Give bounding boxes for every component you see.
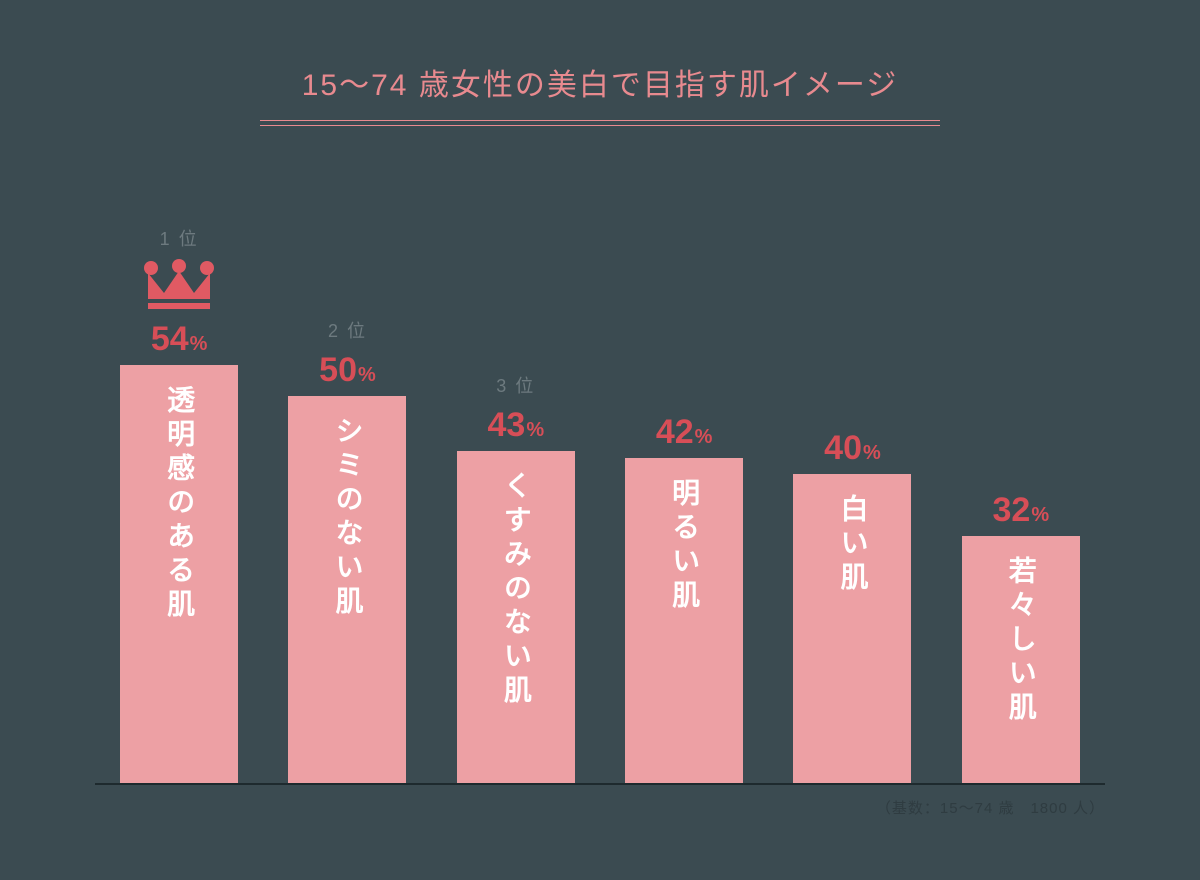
- bar-column: 2 位 50% シミのない肌: [288, 317, 406, 785]
- bar-value: 43%: [488, 406, 545, 445]
- bar-column: 1 位 54% 透明感のある肌: [120, 225, 238, 785]
- bar-value: 40%: [824, 429, 881, 468]
- bar-chart: 1 位 54% 透明感のある肌 2 位 50% シミのない肌 3 位 43% くすみのない肌 4…: [95, 180, 1105, 785]
- bar-rect: 透明感のある肌: [120, 365, 238, 785]
- bar-value: 32%: [992, 491, 1049, 530]
- crown-icon: [142, 259, 216, 309]
- bar-label: 明るい肌: [664, 478, 704, 614]
- bar-rect: 明るい肌: [625, 458, 743, 785]
- bar-label: 透明感のある肌: [159, 385, 199, 623]
- x-axis-baseline: [95, 783, 1105, 785]
- bar-value: 54%: [151, 320, 208, 359]
- bar-rank: 3 位: [496, 372, 535, 398]
- chart-title-block: 15〜74 歳女性の美白で目指す肌イメージ: [0, 60, 1200, 126]
- bar-rect: くすみのない肌: [457, 451, 575, 785]
- bar-rank: 2 位: [328, 317, 367, 343]
- bar-rect: シミのない肌: [288, 396, 406, 785]
- chart-footnote: （基数：15〜74 歳 1800 人）: [876, 797, 1105, 818]
- bar-value: 42%: [656, 413, 713, 452]
- bar-rect: 若々しい肌: [962, 536, 1080, 785]
- bar-label: 白い肌: [832, 494, 872, 596]
- bar-label: くすみのない肌: [496, 471, 536, 709]
- bar-column: 40% 白い肌: [793, 429, 911, 785]
- crown-wrap: [142, 259, 216, 314]
- title-underline: [260, 120, 940, 126]
- bar-value: 50%: [319, 351, 376, 390]
- bar-rank: 1 位: [160, 225, 199, 251]
- bar-label: シミのない肌: [327, 416, 367, 620]
- bar-rect: 白い肌: [793, 474, 911, 785]
- bar-column: 42% 明るい肌: [625, 413, 743, 785]
- bar-column: 32% 若々しい肌: [962, 491, 1080, 785]
- bars-container: 1 位 54% 透明感のある肌 2 位 50% シミのない肌 3 位 43% くすみのない肌 4…: [95, 180, 1105, 785]
- bar-label: 若々しい肌: [1001, 556, 1041, 726]
- bar-column: 3 位 43% くすみのない肌: [457, 372, 575, 785]
- chart-title: 15〜74 歳女性の美白で目指す肌イメージ: [302, 60, 898, 104]
